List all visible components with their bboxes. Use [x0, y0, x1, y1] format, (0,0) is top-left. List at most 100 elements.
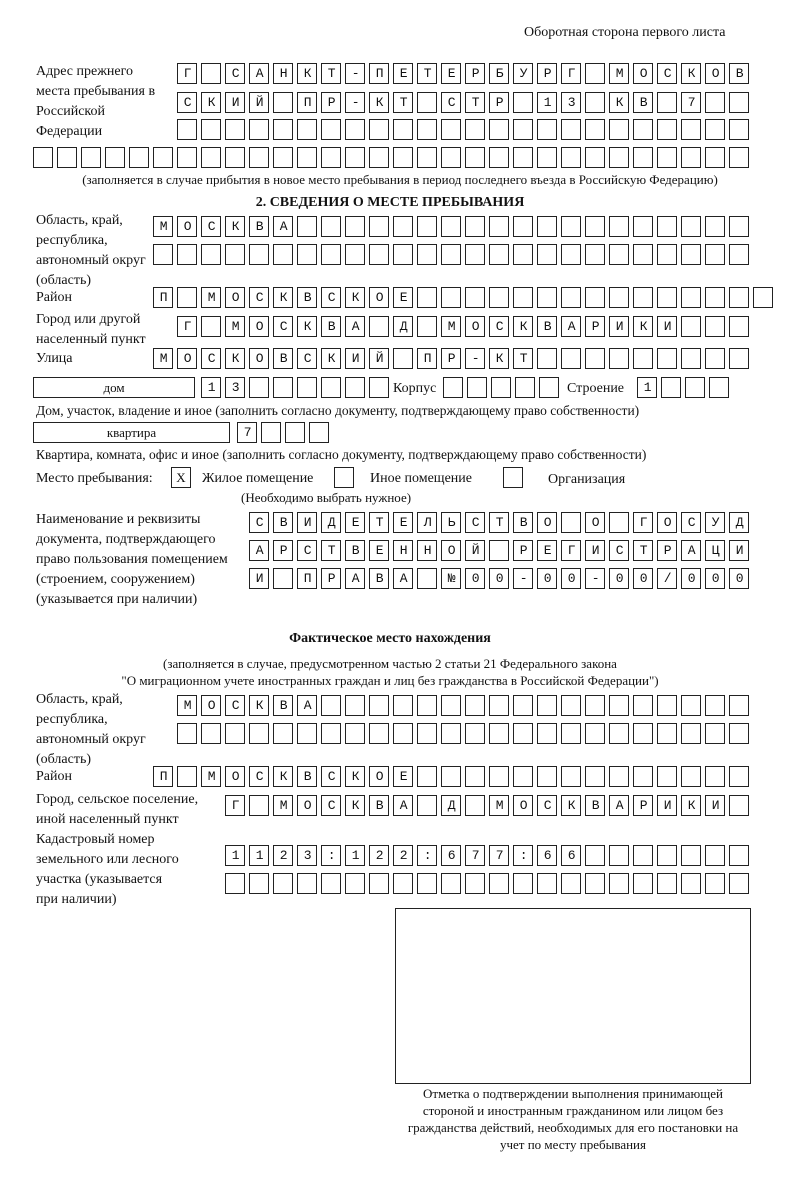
- char-cell[interactable]: [537, 287, 557, 308]
- char-cell[interactable]: [657, 63, 677, 84]
- stay-option-checkbox-2[interactable]: [334, 467, 354, 488]
- char-cell[interactable]: [225, 695, 245, 716]
- char-cell[interactable]: [201, 723, 221, 744]
- char-cell[interactable]: [585, 845, 605, 866]
- char-cell[interactable]: [705, 766, 725, 787]
- char-cell[interactable]: [633, 512, 653, 533]
- char-cell[interactable]: [681, 766, 701, 787]
- char-cell[interactable]: [177, 63, 197, 84]
- char-cell[interactable]: [273, 512, 293, 533]
- char-cell[interactable]: [681, 795, 701, 816]
- char-cell[interactable]: [489, 845, 509, 866]
- char-cell[interactable]: [177, 723, 197, 744]
- char-cell[interactable]: [237, 422, 257, 443]
- char-cell[interactable]: [441, 568, 461, 589]
- char-cell[interactable]: [489, 795, 509, 816]
- char-cell[interactable]: [537, 63, 557, 84]
- char-cell[interactable]: [513, 216, 533, 237]
- char-cell[interactable]: [633, 795, 653, 816]
- char-cell[interactable]: [633, 723, 653, 744]
- char-cell[interactable]: [369, 316, 389, 337]
- char-cell[interactable]: [513, 316, 533, 337]
- char-cell[interactable]: [705, 216, 725, 237]
- char-cell[interactable]: [561, 287, 581, 308]
- char-cell[interactable]: [321, 695, 341, 716]
- char-cell[interactable]: [685, 377, 705, 398]
- char-cell[interactable]: [345, 216, 365, 237]
- char-cell[interactable]: [393, 216, 413, 237]
- char-cell[interactable]: [681, 845, 701, 866]
- char-cell[interactable]: [657, 540, 677, 561]
- char-cell[interactable]: [609, 766, 629, 787]
- char-cell[interactable]: [705, 512, 725, 533]
- prev-address-row-4[interactable]: [33, 147, 753, 169]
- char-cell[interactable]: [657, 766, 677, 787]
- char-cell[interactable]: [513, 723, 533, 744]
- char-cell[interactable]: [537, 540, 557, 561]
- char-cell[interactable]: [297, 216, 317, 237]
- char-cell[interactable]: [225, 795, 245, 816]
- char-cell[interactable]: [465, 540, 485, 561]
- char-cell[interactable]: [465, 348, 485, 369]
- char-cell[interactable]: [657, 723, 677, 744]
- char-cell[interactable]: [585, 512, 605, 533]
- char-cell[interactable]: [345, 348, 365, 369]
- char-cell[interactable]: [393, 540, 413, 561]
- char-cell[interactable]: [321, 540, 341, 561]
- char-cell[interactable]: [585, 147, 605, 168]
- char-cell[interactable]: [201, 216, 221, 237]
- char-cell[interactable]: [57, 147, 77, 168]
- char-cell[interactable]: [585, 216, 605, 237]
- char-cell[interactable]: [417, 723, 437, 744]
- char-cell[interactable]: [297, 540, 317, 561]
- char-cell[interactable]: [297, 316, 317, 337]
- doc-row-3[interactable]: И ПРАВА №00-00-00/000: [249, 568, 753, 590]
- char-cell[interactable]: [441, 873, 461, 894]
- char-cell[interactable]: [585, 63, 605, 84]
- char-cell[interactable]: [489, 873, 509, 894]
- char-cell[interactable]: [729, 873, 749, 894]
- house-type-field[interactable]: дом: [33, 377, 195, 398]
- char-cell[interactable]: [249, 119, 269, 140]
- char-cell[interactable]: [417, 316, 437, 337]
- char-cell[interactable]: [249, 316, 269, 337]
- char-cell[interactable]: [705, 287, 725, 308]
- char-cell[interactable]: [537, 695, 557, 716]
- char-cell[interactable]: [273, 287, 293, 308]
- char-cell[interactable]: [609, 873, 629, 894]
- char-cell[interactable]: [417, 568, 437, 589]
- char-cell[interactable]: [393, 92, 413, 113]
- char-cell[interactable]: [249, 845, 269, 866]
- char-cell[interactable]: [513, 63, 533, 84]
- char-cell[interactable]: [465, 92, 485, 113]
- char-cell[interactable]: [393, 147, 413, 168]
- char-cell[interactable]: [345, 147, 365, 168]
- char-cell[interactable]: [273, 147, 293, 168]
- char-cell[interactable]: [345, 119, 365, 140]
- char-cell[interactable]: [489, 723, 509, 744]
- char-cell[interactable]: [297, 63, 317, 84]
- char-cell[interactable]: [249, 147, 269, 168]
- char-cell[interactable]: [609, 244, 629, 265]
- char-cell[interactable]: [561, 92, 581, 113]
- char-cell[interactable]: [297, 119, 317, 140]
- char-cell[interactable]: [417, 512, 437, 533]
- char-cell[interactable]: [513, 845, 533, 866]
- char-cell[interactable]: [465, 568, 485, 589]
- char-cell[interactable]: [513, 512, 533, 533]
- char-cell[interactable]: [393, 723, 413, 744]
- char-cell[interactable]: [369, 92, 389, 113]
- char-cell[interactable]: [729, 512, 749, 533]
- char-cell[interactable]: [345, 377, 365, 398]
- char-cell[interactable]: [417, 348, 437, 369]
- char-cell[interactable]: [273, 244, 293, 265]
- char-cell[interactable]: [153, 216, 173, 237]
- char-cell[interactable]: [609, 568, 629, 589]
- char-cell[interactable]: [467, 377, 487, 398]
- char-cell[interactable]: [249, 766, 269, 787]
- prev-address-row-1[interactable]: Г САНКТ-ПЕТЕРБУРГ МОСКОВ: [177, 63, 753, 85]
- char-cell[interactable]: [369, 723, 389, 744]
- char-cell[interactable]: [441, 147, 461, 168]
- char-cell[interactable]: [489, 766, 509, 787]
- char-cell[interactable]: [585, 244, 605, 265]
